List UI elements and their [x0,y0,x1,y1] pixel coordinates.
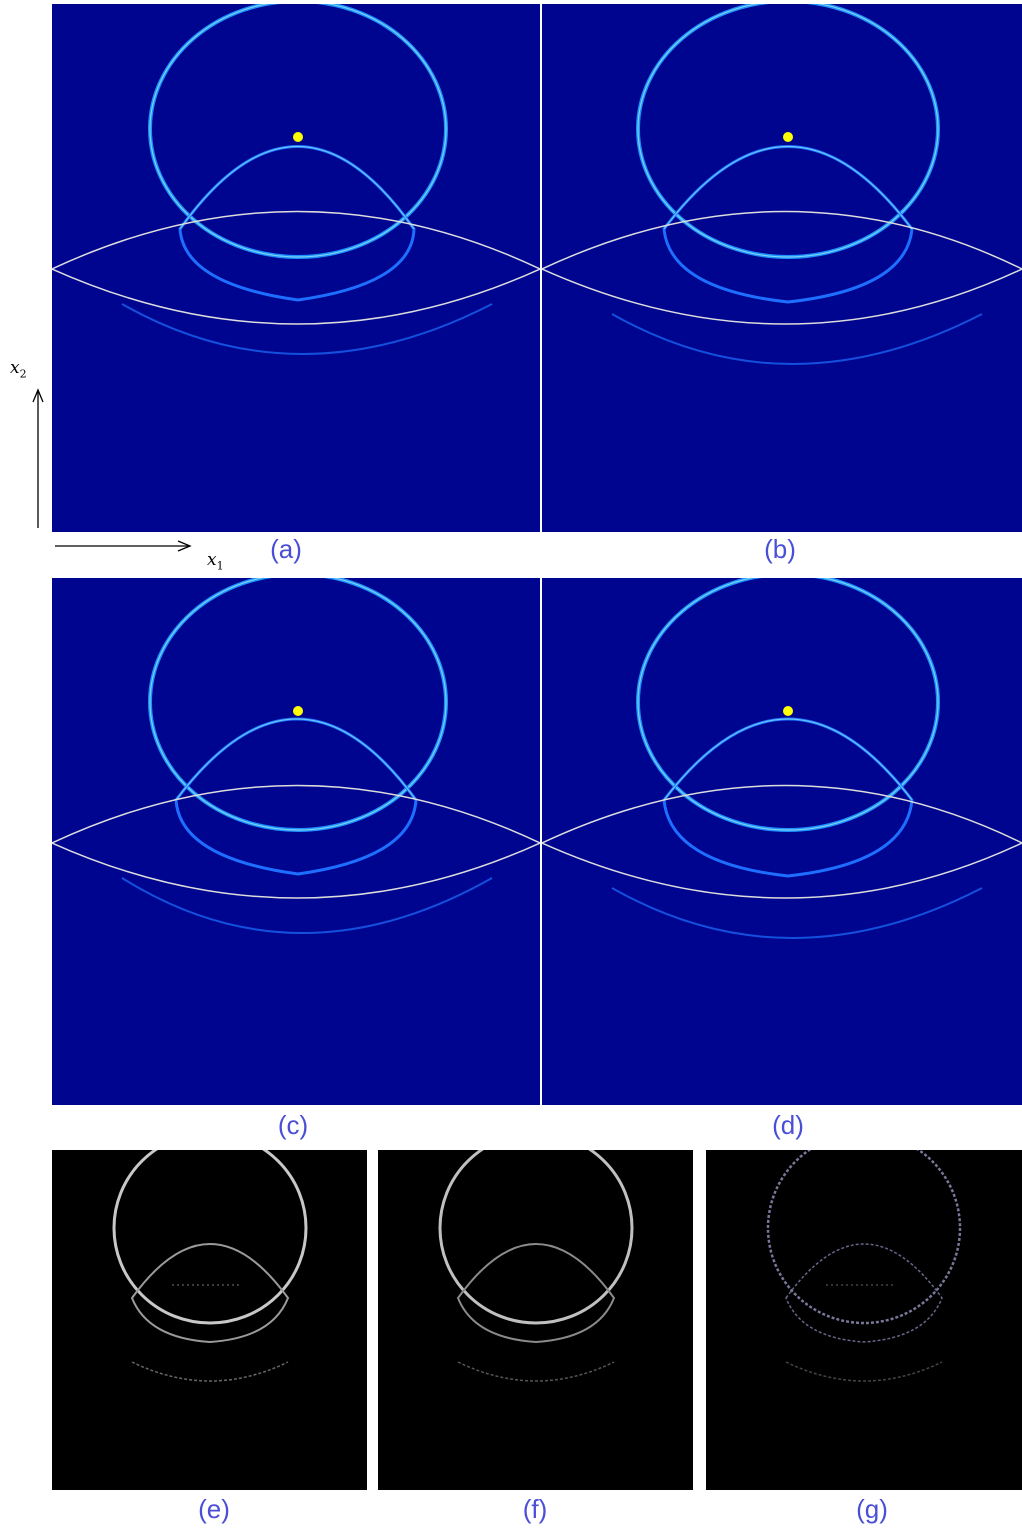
panel-a-plot [52,4,540,355]
panel-g [706,1150,1022,1490]
panel-g-plot [766,1150,962,1382]
caption-f: (f) [522,1494,548,1524]
panel-f-plot [438,1150,634,1382]
caption-d: (d) [772,1110,804,1140]
x1-axis-label: x1 [207,550,224,573]
panel-d-plot [542,578,1022,939]
caption-c: (c) [277,1110,309,1140]
panel-a [52,4,540,532]
panel-b [542,4,1022,532]
panel-f [378,1150,693,1490]
caption-a: (a) [270,534,302,564]
caption-g: (g) [856,1494,888,1524]
panel-b-plot [542,4,1022,365]
x2-axis-label: x2 [10,358,27,381]
panel-e-plot [112,1150,308,1382]
panel-c [52,578,540,1105]
panel-d [542,578,1022,1105]
caption-e: (e) [198,1494,230,1524]
panel-e [52,1150,367,1490]
panel-c-plot [52,578,540,934]
caption-b: (b) [764,534,796,564]
